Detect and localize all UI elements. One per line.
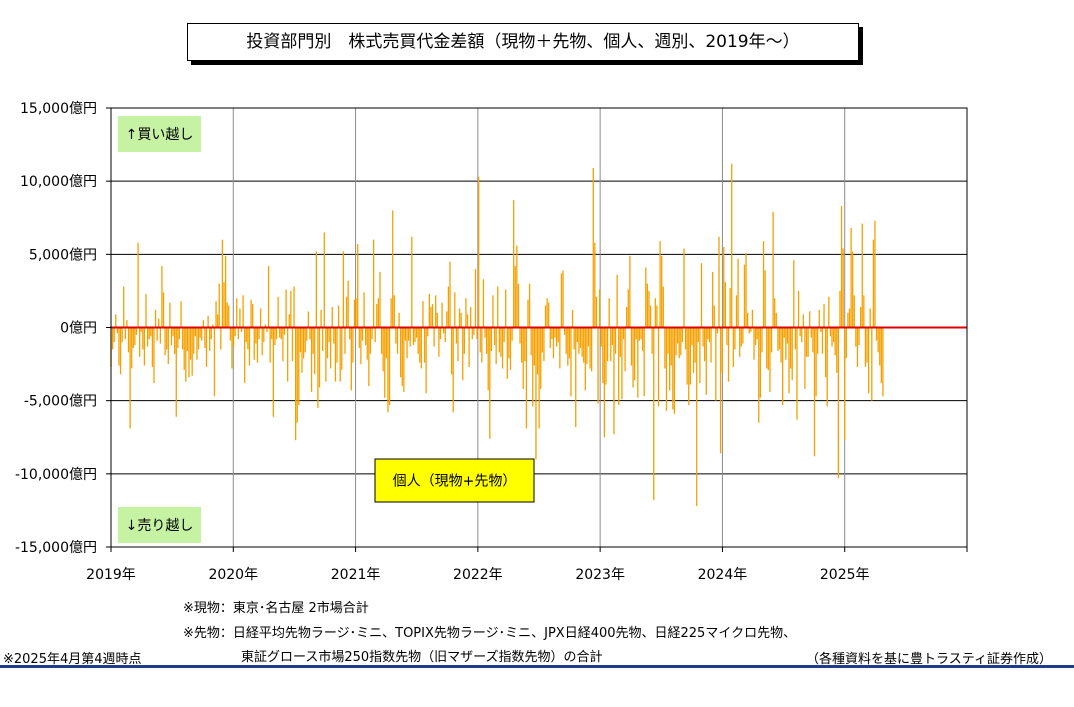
sell-label-text: ↓売り越し xyxy=(126,518,194,534)
x-tick-label: 2024年 xyxy=(698,567,748,583)
x-tick-label: 2025年 xyxy=(820,567,870,583)
labels: 15,000億円 10,000億円 5,000億円 0億円 -5,000億円 -10,00… xyxy=(15,101,870,583)
y-tick-label: 5,000億円 xyxy=(29,247,97,263)
series-label-box xyxy=(374,458,535,503)
y-tick-label: 15,000億円 xyxy=(20,101,97,117)
y-tick-label: 10,000億円 xyxy=(20,174,97,190)
note-genbutsu: ※現物：東京･名古屋 2市場合計 xyxy=(183,601,369,616)
bar-series xyxy=(110,163,884,507)
note-sakimono-line1: ※先物：日経平均先物ラージ･ミニ、TOPIX先物ラージ･ミニ、JPX日経400先… xyxy=(183,626,797,641)
note-as-of: ※2025年4月第4週時点 xyxy=(3,652,142,667)
axes xyxy=(106,107,968,552)
note-sakimono-line2: 東証グロース市場250指数先物（旧マザーズ指数先物）の合計 xyxy=(241,650,603,665)
buy-label-box xyxy=(118,116,201,152)
x-tick-label: 2021年 xyxy=(331,567,381,583)
plot-border xyxy=(110,107,968,548)
series-label: 個人（現物+先物） xyxy=(374,458,535,503)
buy-label: ↑買い越し xyxy=(118,116,201,152)
y-tick-label: 0億円 xyxy=(60,321,97,337)
x-tick-label: 2019年 xyxy=(86,567,136,583)
x-tick-label: 2023年 xyxy=(575,567,625,583)
y-tick-label: -15,000億円 xyxy=(15,540,97,556)
x-tick-label: 2022年 xyxy=(453,567,503,583)
bottom-rule xyxy=(0,665,1074,668)
sell-label: ↓売り越し xyxy=(118,507,201,543)
buy-label-text: ↑買い越し xyxy=(126,127,194,143)
series-label-text: 個人（現物+先物） xyxy=(393,474,517,490)
y-tick-label: -10,000億円 xyxy=(15,467,97,483)
sell-label-box xyxy=(118,507,201,543)
x-tick-label: 2020年 xyxy=(208,567,258,583)
note-source: （各種資料を基に豊トラスティ証券作成） xyxy=(806,652,1052,667)
y-tick-label: -5,000億円 xyxy=(24,394,97,410)
chart-title: 投資部門別 株式売買代金差額（現物＋先物、個人、週別、2019年〜） xyxy=(187,23,859,61)
